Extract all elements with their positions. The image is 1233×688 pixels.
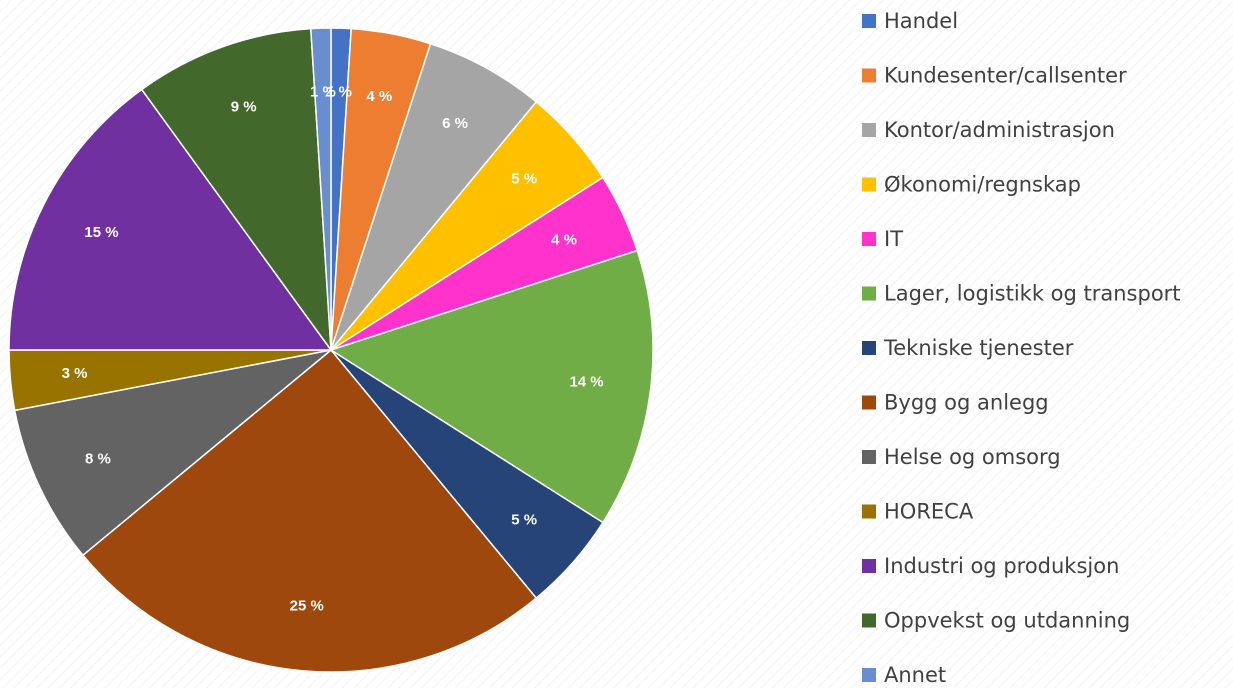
legend-label: Økonomi/regnskap: [884, 173, 1081, 197]
legend-label: Helse og omsorg: [884, 445, 1061, 469]
value-label: 4 %: [366, 88, 392, 105]
legend-label: Tekniske tjenester: [883, 336, 1074, 360]
legend-label: Annet: [884, 663, 946, 687]
pie-slice: [330, 42, 538, 351]
value-label: 14 %: [569, 373, 603, 390]
legend-swatch: [862, 123, 876, 137]
pie-slice: [13, 349, 332, 557]
legend-swatch: [862, 232, 876, 246]
pie-slice: [81, 348, 538, 673]
legend-swatch: [862, 286, 876, 301]
legend-label: Industri og produksjon: [884, 554, 1119, 578]
legend-label: Oppvekst og utdanning: [884, 609, 1130, 633]
legend-label: HORECA: [884, 500, 974, 524]
value-label: 5 %: [511, 171, 537, 188]
legend-label: Kundesenter/callsenter: [884, 64, 1127, 88]
legend-label: Handel: [884, 9, 958, 33]
pie-slice: [329, 249, 654, 524]
legend-swatch: [862, 68, 876, 83]
value-label: 25 %: [290, 597, 324, 614]
value-label: 1 %: [310, 83, 336, 100]
legend-swatch: [862, 450, 876, 464]
value-label: 8 %: [85, 451, 111, 468]
legend-swatch: [862, 613, 876, 628]
pie-slice: [309, 27, 332, 351]
legend-label: Bygg og anlegg: [884, 391, 1049, 415]
value-label: 15 %: [84, 224, 118, 241]
pie-slice: [8, 88, 333, 351]
value-label: 3 %: [62, 365, 88, 382]
pie-slice: [140, 27, 332, 353]
legend-swatch: [862, 14, 876, 28]
value-label: 9 %: [231, 99, 257, 116]
legend-swatch: [862, 559, 876, 573]
legend-swatch: [862, 504, 876, 519]
legend-label: Kontor/administrasjon: [884, 118, 1115, 142]
legend-swatch: [862, 341, 876, 355]
legend-label: Lager, logistikk og transport: [884, 282, 1181, 306]
legend-swatch: [862, 177, 876, 192]
legend-label: IT: [884, 227, 903, 251]
value-label: 1 %: [326, 83, 352, 100]
value-label: 4 %: [551, 231, 577, 248]
value-label: 5 %: [511, 511, 537, 528]
legend-swatch: [862, 395, 876, 410]
legend-swatch: [862, 668, 876, 682]
value-label: 6 %: [442, 115, 468, 132]
